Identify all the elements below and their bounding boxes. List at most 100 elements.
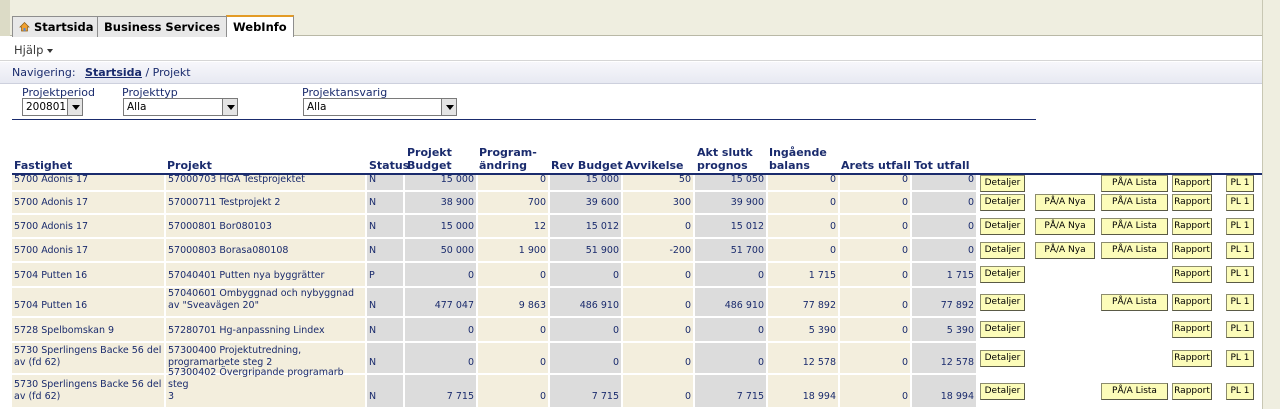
rapport-button[interactable]: Rapport <box>1172 321 1212 338</box>
detaljer-button[interactable]: Detaljer <box>980 350 1025 367</box>
cell-avvikelse: 0 <box>623 343 695 373</box>
cell-arets-text: 0 <box>901 325 908 336</box>
detaljer-button[interactable]: Detaljer <box>980 294 1025 311</box>
cell-andring-text: 0 <box>539 357 546 368</box>
cell-projekt-text: 57000801 Bor080103 <box>168 221 363 233</box>
detaljer-button[interactable]: Detaljer <box>980 175 1025 192</box>
chevron-down-icon[interactable] <box>67 98 83 116</box>
cell-line: 57280701 Hg-anpassning Lindex <box>168 325 325 336</box>
tab-startsida[interactable]: Startsida <box>12 16 101 37</box>
rapport-button[interactable]: Rapport <box>1172 242 1212 259</box>
detaljer-button[interactable]: Detaljer <box>980 321 1025 338</box>
cell-tot: 0 <box>912 192 978 213</box>
cell-status-text: N <box>369 245 377 256</box>
pl-button[interactable]: PL 1 <box>1226 194 1254 211</box>
pl-button[interactable]: PL 1 <box>1226 321 1254 338</box>
cell-avvikelse-text: 0 <box>684 270 691 281</box>
pa-nya-button[interactable]: PÅ/A Nya <box>1035 194 1095 211</box>
type-select[interactable]: Alla <box>123 98 238 116</box>
scrollbar-track[interactable] <box>1262 0 1280 409</box>
cell-arets-text: 0 <box>901 221 908 232</box>
cell-andring: 9 863 <box>478 288 550 316</box>
rapport-button[interactable]: Rapport <box>1172 383 1212 400</box>
cell-balans: 5 390 <box>768 318 840 341</box>
cell-andring: 1 900 <box>478 239 550 261</box>
detaljer-button[interactable]: Detaljer <box>980 383 1025 400</box>
cell-budget-text: 477 047 <box>434 300 474 311</box>
rapport-button[interactable]: Rapport <box>1172 294 1212 311</box>
cell-balans-text: 1 715 <box>808 270 836 281</box>
rapport-button[interactable]: Rapport <box>1172 266 1212 283</box>
cell-fastighet: 5700 Adonis 17 <box>12 239 166 261</box>
pa-lista-button[interactable]: PÅ/A Lista <box>1101 175 1168 192</box>
help-menu[interactable]: Hjälp <box>14 43 54 57</box>
cell-fastighet-text: 5730 Sperlingens Backe 56 del av (fd 62) <box>14 379 162 403</box>
rapport-button[interactable]: Rapport <box>1172 175 1212 192</box>
pl-button[interactable]: PL 1 <box>1226 242 1254 259</box>
cell-rev-text: 15 000 <box>585 174 619 185</box>
responsible-select[interactable]: Alla <box>303 98 457 116</box>
detaljer-button[interactable]: Detaljer <box>980 266 1025 283</box>
detaljer-button[interactable]: Detaljer <box>980 194 1025 211</box>
cell-projekt: 57000801 Bor080103 <box>166 215 367 237</box>
pa-lista-button[interactable]: PÅ/A Lista <box>1101 218 1168 235</box>
cell-avvikelse: 0 <box>623 263 695 286</box>
cell-line: 5704 Putten 16 <box>14 300 88 311</box>
cell-andring-text: 0 <box>539 174 546 185</box>
pl-button[interactable]: PL 1 <box>1226 218 1254 235</box>
cell-tot: 0 <box>912 215 978 237</box>
cell-line: 3 <box>168 391 175 402</box>
cell-status-text: N <box>369 174 377 185</box>
cell-line: av "Sveavägen 20" <box>168 300 259 311</box>
chevron-down-icon[interactable] <box>441 98 457 116</box>
table-row: 5700 Adonis 17 57000711 Testprojekt 2 N 38 … <box>12 192 1262 213</box>
pa-lista-button[interactable]: PÅ/A Lista <box>1101 242 1168 259</box>
cell-prognos: 0 <box>695 263 768 286</box>
pa-lista-button[interactable]: PÅ/A Lista <box>1101 383 1168 400</box>
tab-business-services[interactable]: Business Services <box>97 16 228 37</box>
col-budget-line2: Budget <box>407 159 452 172</box>
detaljer-button[interactable]: Detaljer <box>980 218 1025 235</box>
cell-balans-text: 0 <box>829 221 836 232</box>
tab-webinfo[interactable]: WebInfo <box>226 15 294 37</box>
pl-button[interactable]: PL 1 <box>1226 294 1254 311</box>
rapport-button[interactable]: Rapport <box>1172 218 1212 235</box>
pa-nya-button[interactable]: PÅ/A Nya <box>1035 218 1095 235</box>
cell-fastighet-text: 5700 Adonis 17 <box>14 197 162 209</box>
pl-button[interactable]: PL 1 <box>1226 383 1254 400</box>
cell-balans: 18 994 <box>768 375 840 407</box>
pa-lista-button[interactable]: PÅ/A Lista <box>1101 294 1168 311</box>
table-row: 5704 Putten 16 57040601 Ombyggnad och nyb… <box>12 288 1262 316</box>
cell-tot-text: 0 <box>967 197 974 208</box>
period-select[interactable]: 200801 <box>22 98 83 116</box>
cell-arets: 0 <box>840 174 912 190</box>
cell-avvikelse: 0 <box>623 318 695 341</box>
rapport-button[interactable]: Rapport <box>1172 194 1212 211</box>
pa-nya-button[interactable]: PÅ/A Nya <box>1035 242 1095 259</box>
cell-budget-text: 0 <box>467 357 474 368</box>
breadcrumb-home-link[interactable]: Startsida <box>85 66 142 79</box>
pl-button[interactable]: PL 1 <box>1226 266 1254 283</box>
cell-line: 57300400 Projektutredning, <box>168 345 302 356</box>
detaljer-button[interactable]: Detaljer <box>980 242 1025 259</box>
cell-line: programarbete steg 2 <box>168 357 273 368</box>
cell-arets-text: 0 <box>901 197 908 208</box>
col-budget-line1: Projekt <box>407 146 452 159</box>
cell-prognos-text: 486 910 <box>724 300 764 311</box>
col-arets: Arets utfall <box>841 159 911 172</box>
chevron-down-icon[interactable] <box>222 98 238 116</box>
pa-lista-button[interactable]: PÅ/A Lista <box>1101 194 1168 211</box>
cell-rev: 15 000 <box>550 174 623 190</box>
cell-line: 57000803 Borasa080108 <box>168 245 289 256</box>
pl-button[interactable]: PL 1 <box>1226 175 1254 192</box>
col-prognos-line1: Akt slutk <box>697 146 753 159</box>
cell-andring: 0 <box>478 174 550 190</box>
help-menu-label: Hjälp <box>14 43 44 57</box>
rapport-button[interactable]: Rapport <box>1172 350 1212 367</box>
col-balans-line1: Ingående <box>769 146 827 159</box>
cell-budget-text: 15 000 <box>440 174 474 185</box>
pl-button[interactable]: PL 1 <box>1226 350 1254 367</box>
cell-prognos-text: 39 900 <box>730 197 764 208</box>
cell-fastighet-text: 5700 Adonis 17 <box>14 245 162 257</box>
cell-balans: 0 <box>768 215 840 237</box>
